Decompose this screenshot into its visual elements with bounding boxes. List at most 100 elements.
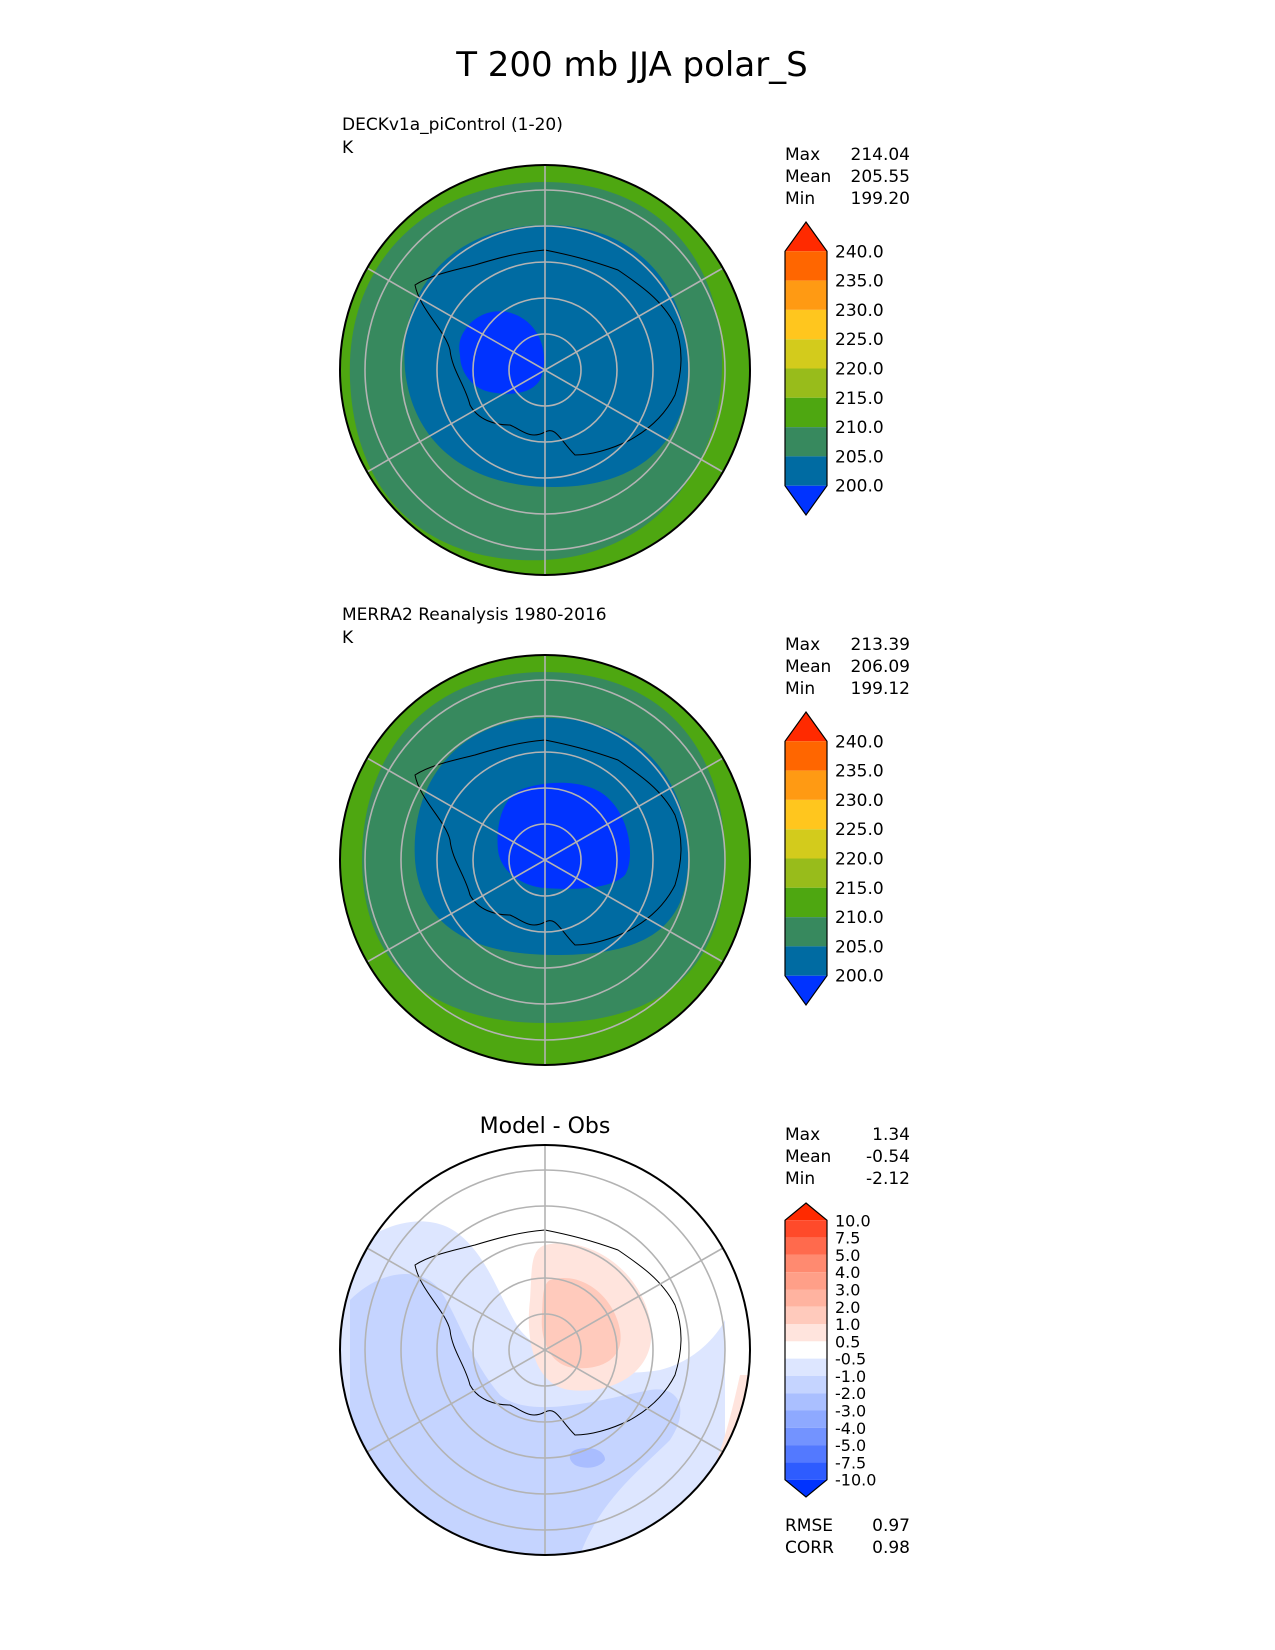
colorbar-tick-label: 210.0: [835, 908, 884, 928]
stat-name-min: Min: [785, 1169, 815, 1189]
colorbar-tick-label: 230.0: [835, 791, 884, 811]
colorbar-segment: [785, 858, 827, 888]
stat-name-mean: Mean: [785, 1147, 831, 1167]
colorbar-tick-label: 215.0: [835, 879, 884, 899]
colorbar-segment: [785, 1220, 827, 1238]
graticule: [364, 655, 726, 1065]
colorbar-tick-label: 200.0: [835, 967, 884, 987]
colorbar-segment: [785, 829, 827, 859]
colorbar-segment: [785, 1306, 827, 1325]
stat-value-mean: 206.09: [851, 657, 910, 677]
map-boundary: [339, 1144, 751, 1556]
colorbar-extend-max: [785, 222, 827, 252]
map-boundary: [339, 164, 751, 576]
polar-map: [340, 655, 750, 1065]
colorbar-segment: [785, 427, 827, 457]
field-contour-below-200: [459, 311, 545, 394]
colorbar-segment: [785, 1427, 827, 1446]
panel-ref: MERRA2 Reanalysis 1980-2016 K Max 213.39: [339, 605, 910, 1066]
panel-diff: Model - Obs Max 1.34: [339, 1114, 910, 1558]
colorbar-tick-label: 215.0: [835, 389, 884, 409]
colorbar: 10.07.55.04.03.02.01.00.5-0.5-1.0-2.0-3.…: [784, 1202, 876, 1498]
stat-value-mean: -0.54: [866, 1147, 910, 1167]
stat-name-max: Max: [785, 635, 820, 655]
stat-value-max: 213.39: [851, 635, 910, 655]
polar-map: [340, 1145, 750, 1555]
colorbar: 240.0 235.0 230.0 225.0 220.0 215.0 210.0 205.0…: [784, 710, 884, 1007]
colorbar-segment: [785, 1341, 827, 1359]
colorbar-tick-label: 235.0: [835, 762, 884, 782]
colorbar-outline: [784, 220, 828, 517]
colorbar-segment: [785, 1393, 827, 1411]
stat-value-min: -2.12: [866, 1169, 910, 1189]
colorbar-segment: [785, 1445, 827, 1463]
colorbar-tick-label: -3.0: [835, 1402, 866, 1421]
colorbar-tick-label: 4.0: [835, 1263, 860, 1282]
colorbar-tick-label: 235.0: [835, 272, 884, 292]
colorbar-extend-max: [785, 1203, 827, 1221]
colorbar-segment: [785, 368, 827, 398]
stat-name-rmse: RMSE: [785, 1516, 833, 1536]
colorbar-outline: [784, 710, 828, 1007]
panel-label: DECKv1a_piControl (1-20): [342, 115, 563, 135]
polar-map: [340, 165, 750, 575]
colorbar-tick-label: 220.0: [835, 850, 884, 870]
colorbar-tick-label: 7.5: [835, 1229, 860, 1248]
stat-name-min: Min: [785, 679, 815, 699]
stats-block: Max 213.39 Mean 206.09 Min 199.12: [785, 635, 910, 699]
colorbar-tick-label: 205.0: [835, 447, 884, 467]
panel-center-title: Model - Obs: [480, 1114, 611, 1139]
panel-test: DECKv1a_piControl (1-20) K Max 214.04: [339, 115, 910, 576]
colorbar-segment: [785, 1254, 827, 1273]
colorbar-segment: [785, 799, 827, 830]
colorbar-tick-label: 225.0: [835, 820, 884, 840]
stat-name-mean: Mean: [785, 657, 831, 677]
colorbar-tick-label: 1.0: [835, 1315, 860, 1334]
panel-units: K: [342, 628, 354, 648]
colorbar-tick-label: -10.0: [835, 1471, 876, 1490]
colorbar-outline: [784, 1202, 828, 1498]
figure-title: T 200 mb JJA polar_S: [455, 45, 808, 85]
colorbar-segment: [785, 309, 827, 340]
colorbar-tick-label: 230.0: [835, 301, 884, 321]
colorbar-extend-min: [785, 1479, 827, 1497]
graticule: [364, 1145, 726, 1555]
colorbar-tick-label: 3.0: [835, 1280, 860, 1299]
stat-name-min: Min: [785, 189, 815, 209]
colorbar-tick-label: 2.0: [835, 1298, 860, 1317]
colorbar-tick-label: 205.0: [835, 937, 884, 957]
colorbar-segment: [785, 1375, 827, 1394]
stat-name-max: Max: [785, 145, 820, 165]
colorbar-tick-label: -1.0: [835, 1367, 866, 1386]
colorbar-segment: [785, 770, 827, 800]
colorbar-tick-label: 10.0: [835, 1211, 871, 1230]
colorbar-segment: [785, 741, 827, 771]
colorbar-tick-label: 225.0: [835, 330, 884, 350]
colorbar-tick-label: 210.0: [835, 418, 884, 438]
graticule: [364, 165, 726, 575]
field-contour-1-2: [541, 1278, 621, 1369]
colorbar-segment: [785, 887, 827, 918]
stat-value-rmse: 0.97: [872, 1516, 910, 1536]
colorbar-segment: [785, 917, 827, 947]
colorbar-tick-label: -4.0: [835, 1419, 866, 1438]
colorbar-segment: [785, 1462, 827, 1480]
colorbar-segment: [785, 339, 827, 369]
colorbar-segment: [785, 251, 827, 281]
stats-block: Max 1.34 Mean -0.54 Min -2.12: [785, 1125, 910, 1189]
colorbar-extend-max: [785, 712, 827, 742]
colorbar-tick-label: 240.0: [835, 242, 884, 262]
stat-value-min: 199.20: [851, 189, 910, 209]
map-boundary: [339, 654, 751, 1066]
colorbar-segment: [785, 397, 827, 428]
colorbar-tick-label: -0.5: [835, 1350, 866, 1369]
colorbar-extend-min: [785, 485, 827, 515]
colorbar-tick-label: 200.0: [835, 477, 884, 497]
stats-block: Max 214.04 Mean 205.55 Min 199.20: [785, 145, 910, 209]
stat-value-max: 1.34: [872, 1125, 910, 1145]
colorbar-segment: [785, 1272, 827, 1290]
colorbar-tick-label: 220.0: [835, 360, 884, 380]
colorbar-segment: [785, 1237, 827, 1255]
stat-name-mean: Mean: [785, 167, 831, 187]
